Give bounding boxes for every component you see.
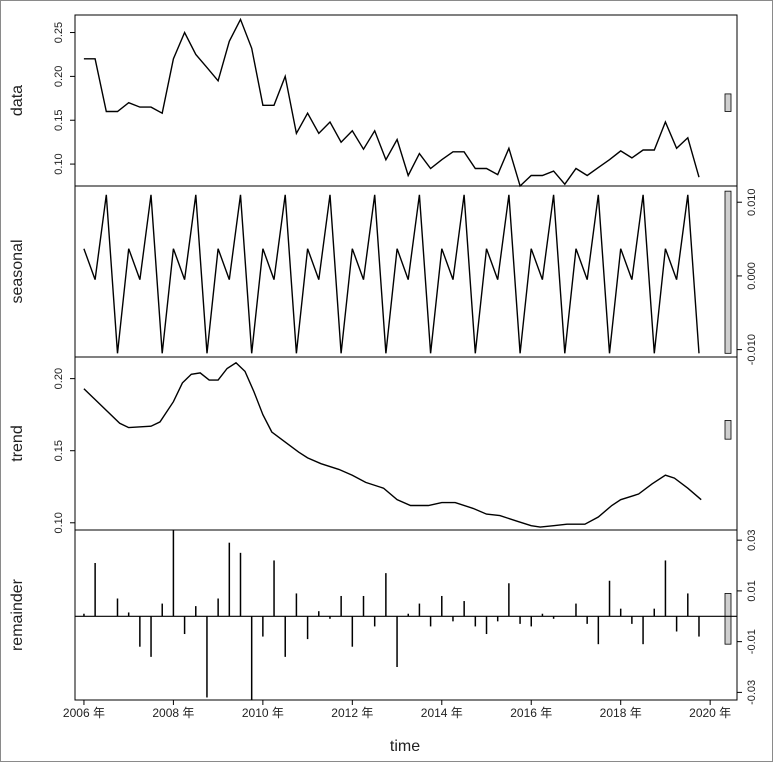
y-tick-label: -0.01 [746, 629, 758, 654]
series-line-seasonal [83, 194, 700, 354]
y-tick-label: 0.15 [53, 440, 65, 461]
y-tick-label: 0.03 [746, 529, 758, 550]
x-tick-label: 2016 年 [510, 706, 552, 720]
x-tick-label: 2010 年 [242, 706, 284, 720]
y-axis-label-trend: trend [9, 425, 26, 461]
series-line-trend [83, 361, 702, 528]
y-tick-label: 0.10 [53, 512, 65, 533]
panel-seasonal: -0.010 0.000 0.010 seasonal [9, 185, 758, 365]
panel-remainder: -0.03 -0.01 0.01 0.03 remainder [9, 529, 758, 704]
panels-group: 0.10 0.15 0.20 0.25 data -0.010 0.000 0.010 seas… [9, 14, 758, 705]
x-axis: 2006 年 2008 年 2010 年 2012 年 2014 年 2016 年 2018… [63, 700, 731, 720]
panel-trend: 0.10 0.15 0.20 trend [9, 356, 738, 534]
x-tick-label: 2012 年 [331, 706, 373, 720]
y-tick-label: 0.010 [746, 188, 758, 216]
x-tick-label: 2020 年 [689, 706, 731, 720]
y-tick-label: 0.20 [53, 66, 65, 87]
x-tick-label: 2006 年 [63, 706, 105, 720]
y-tick-label: 0.000 [746, 262, 758, 290]
y-tick-label: 0.25 [53, 22, 65, 43]
x-tick-label: 2014 年 [421, 706, 463, 720]
series-line-data [83, 17, 700, 188]
y-tick-label: 0.01 [746, 580, 758, 601]
range-bar [724, 93, 732, 112]
range-bar [724, 190, 732, 354]
y-axis-label-data: data [9, 85, 26, 116]
y-tick-label: 0.20 [53, 368, 65, 389]
range-bar [724, 420, 732, 440]
y-tick-label: -0.010 [746, 334, 758, 365]
x-tick-label: 2008 年 [152, 706, 194, 720]
y-tick-label: 0.10 [53, 153, 65, 174]
panel-border [74, 529, 738, 701]
y-tick-label: 0.15 [53, 110, 65, 131]
y-axis-label-seasonal: seasonal [9, 239, 26, 303]
panel-border [74, 14, 738, 187]
range-bar [724, 593, 732, 645]
y-axis-label-remainder: remainder [9, 578, 26, 651]
x-tick-label: 2018 年 [600, 706, 642, 720]
y-tick-label: -0.03 [746, 680, 758, 705]
panel-data: 0.10 0.15 0.20 0.25 data [9, 14, 738, 188]
x-axis-label: time [390, 738, 420, 755]
